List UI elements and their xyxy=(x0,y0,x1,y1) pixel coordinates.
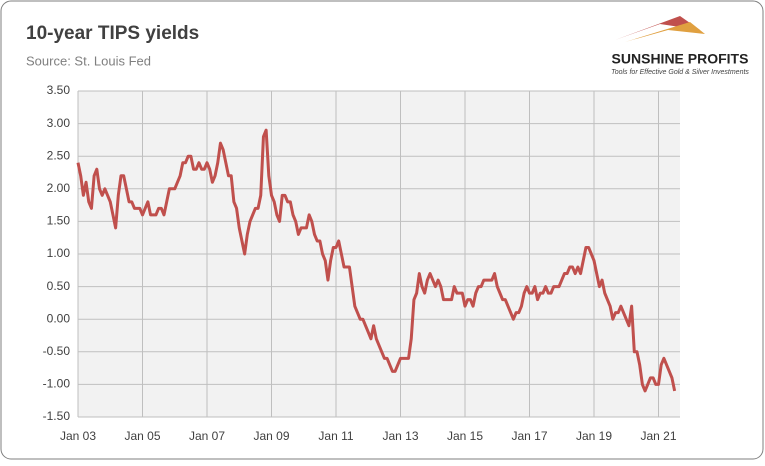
logo-mark xyxy=(625,22,705,42)
y-tick-label: -1.50 xyxy=(43,409,71,423)
y-tick-label: 0.00 xyxy=(47,311,71,325)
x-tick-label: Jan 21 xyxy=(640,429,676,443)
chart-subtitle: Source: St. Louis Fed xyxy=(26,53,151,68)
y-tick-label: -1.00 xyxy=(43,377,71,391)
logo-mark xyxy=(615,16,700,40)
x-tick-label: Jan 05 xyxy=(124,429,160,443)
data-line xyxy=(76,128,677,393)
x-tick-label: Jan 09 xyxy=(253,429,289,443)
y-tick-label: 1.00 xyxy=(47,246,71,260)
y-tick-label: 3.50 xyxy=(47,83,71,97)
y-tick-label: 2.00 xyxy=(47,181,71,195)
chart-title: 10-year TIPS yields xyxy=(26,23,199,44)
y-tick-label: 1.50 xyxy=(47,214,71,228)
x-tick-label: Jan 13 xyxy=(382,429,418,443)
x-tick-label: Jan 19 xyxy=(576,429,612,443)
logo-text: SUNSHINE PROFITS xyxy=(612,51,749,67)
x-tick-label: Jan 15 xyxy=(447,429,483,443)
y-tick-label: -0.50 xyxy=(43,344,71,358)
x-tick-label: Jan 03 xyxy=(60,429,96,443)
y-tick-label: 2.50 xyxy=(47,148,71,162)
logo-tagline: Tools for Effective Gold & Silver Invest… xyxy=(611,69,749,76)
y-tick-label: 0.50 xyxy=(47,279,71,293)
x-tick-label: Jan 11 xyxy=(318,429,353,443)
x-tick-label: Jan 07 xyxy=(189,429,225,443)
x-tick-label: Jan 17 xyxy=(511,429,547,443)
y-tick-label: 3.00 xyxy=(47,116,71,130)
logo: SUNSHINE PROFITS Tools for Effective Gol… xyxy=(611,16,749,76)
